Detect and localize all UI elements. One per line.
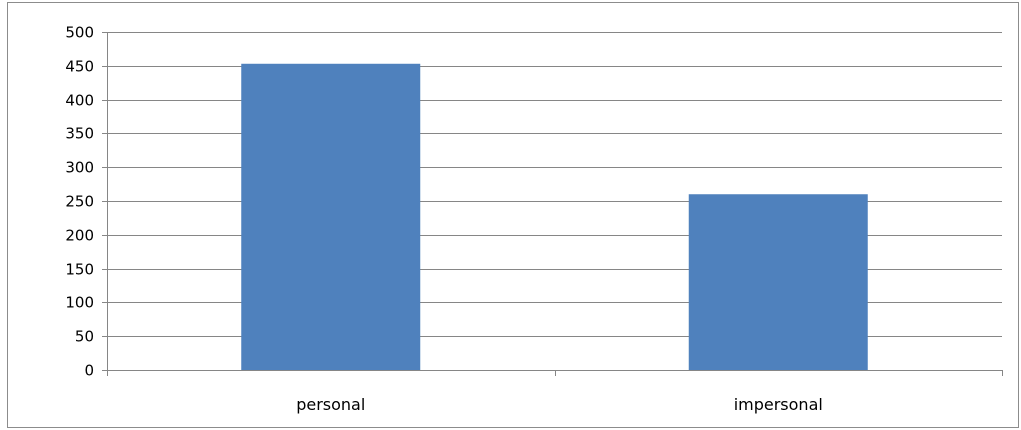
y-tick-label: 450 <box>65 58 94 76</box>
y-tick-label: 350 <box>65 125 94 143</box>
y-tick-label: 200 <box>65 227 94 245</box>
bars <box>241 63 868 370</box>
y-tick-label: 50 <box>75 328 94 346</box>
x-category-label: impersonal <box>734 395 823 414</box>
y-tick-label: 300 <box>65 159 94 177</box>
x-category-label: personal <box>296 395 365 414</box>
y-tick-label: 150 <box>65 261 94 279</box>
bar-personal <box>241 63 421 370</box>
bar-impersonal <box>688 194 868 370</box>
y-tick-label: 400 <box>65 92 94 110</box>
labels: 0 50 100 150 200 250 300 350 400 450 500 personal im… <box>65 24 822 415</box>
y-tick-label: 100 <box>65 294 94 312</box>
axes <box>102 32 1003 376</box>
y-tick-label: 250 <box>65 193 94 211</box>
y-tick-label: 500 <box>65 24 94 42</box>
y-tick-label: 0 <box>84 362 94 380</box>
